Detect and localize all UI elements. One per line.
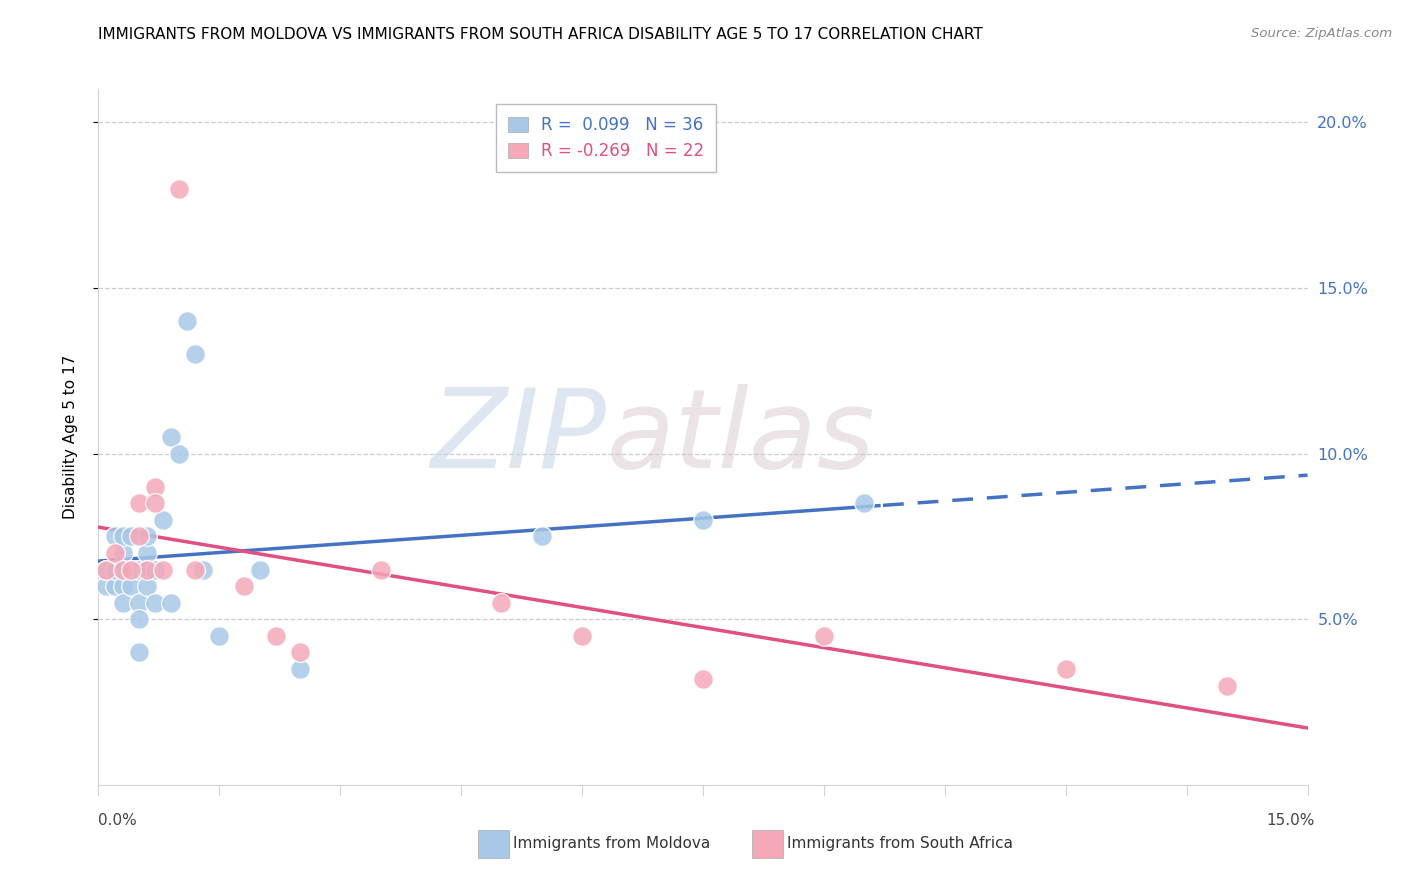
Point — [176, 314, 198, 328]
Point — [120, 563, 142, 577]
Point — [208, 629, 231, 643]
Point — [143, 496, 166, 510]
Point — [135, 529, 157, 543]
Point — [96, 563, 118, 577]
Point — [128, 529, 150, 543]
Point — [128, 645, 150, 659]
Point — [167, 447, 190, 461]
Text: ZIP: ZIP — [430, 384, 606, 491]
Point — [692, 672, 714, 686]
Point — [184, 563, 207, 577]
Point — [530, 529, 553, 543]
Point — [111, 563, 134, 577]
Point — [1216, 679, 1239, 693]
Text: atlas: atlas — [606, 384, 875, 491]
Point — [128, 496, 150, 510]
Point — [232, 579, 254, 593]
Point — [120, 579, 142, 593]
Point — [96, 563, 118, 577]
Point — [143, 596, 166, 610]
Text: IMMIGRANTS FROM MOLDOVA VS IMMIGRANTS FROM SOUTH AFRICA DISABILITY AGE 5 TO 17 C: IMMIGRANTS FROM MOLDOVA VS IMMIGRANTS FR… — [98, 27, 983, 42]
Point — [111, 529, 134, 543]
Point — [103, 546, 125, 560]
Point — [571, 629, 593, 643]
Point — [103, 529, 125, 543]
Text: Source: ZipAtlas.com: Source: ZipAtlas.com — [1251, 27, 1392, 40]
Point — [135, 563, 157, 577]
Point — [264, 629, 287, 643]
Point — [853, 496, 876, 510]
Point — [692, 513, 714, 527]
Point — [160, 430, 183, 444]
Point — [813, 629, 835, 643]
Point — [249, 563, 271, 577]
Point — [103, 563, 125, 577]
Point — [96, 579, 118, 593]
Point — [288, 662, 311, 676]
Point — [370, 563, 392, 577]
Point — [1054, 662, 1077, 676]
Point — [128, 612, 150, 626]
Point — [135, 546, 157, 560]
Point — [143, 480, 166, 494]
Point — [491, 596, 513, 610]
Point — [152, 513, 174, 527]
Point — [143, 563, 166, 577]
Point — [288, 645, 311, 659]
Point — [135, 563, 157, 577]
Text: Immigrants from South Africa: Immigrants from South Africa — [787, 837, 1014, 851]
Legend: R =  0.099   N = 36, R = -0.269   N = 22: R = 0.099 N = 36, R = -0.269 N = 22 — [496, 104, 716, 172]
Text: 0.0%: 0.0% — [98, 814, 138, 828]
Point — [160, 596, 183, 610]
Point — [152, 563, 174, 577]
Point — [167, 181, 190, 195]
Y-axis label: Disability Age 5 to 17: Disability Age 5 to 17 — [63, 355, 77, 519]
Point — [128, 563, 150, 577]
Point — [111, 546, 134, 560]
Point — [111, 579, 134, 593]
Point — [120, 529, 142, 543]
Point — [193, 563, 215, 577]
Point — [111, 596, 134, 610]
Point — [111, 563, 134, 577]
Point — [135, 579, 157, 593]
Point — [120, 563, 142, 577]
Point — [103, 579, 125, 593]
Text: 15.0%: 15.0% — [1267, 814, 1315, 828]
Point — [128, 596, 150, 610]
Text: Immigrants from Moldova: Immigrants from Moldova — [513, 837, 710, 851]
Point — [184, 347, 207, 361]
